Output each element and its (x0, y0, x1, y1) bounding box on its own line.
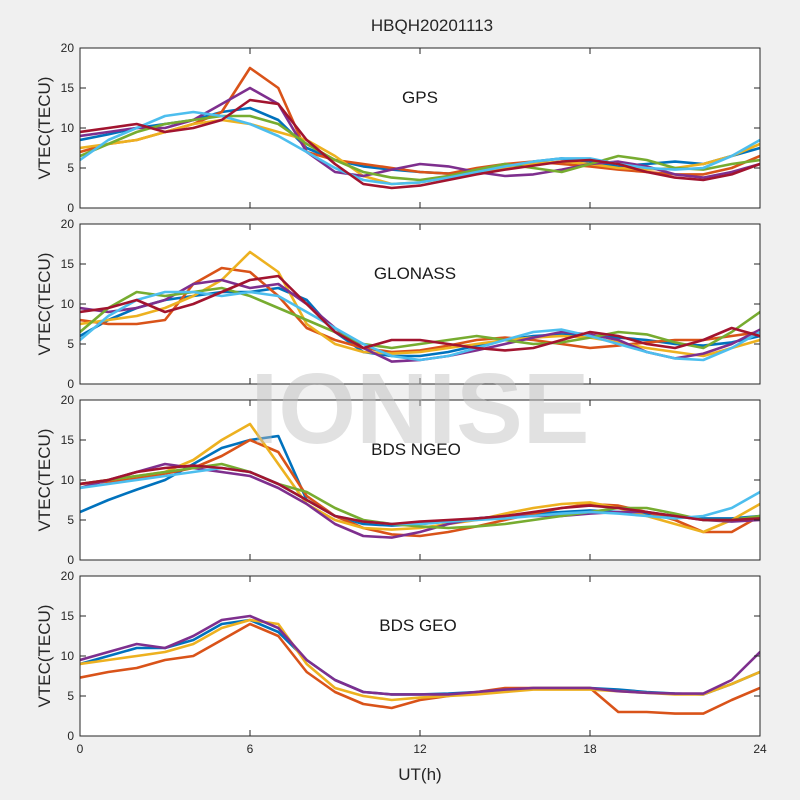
y-tick-label: 15 (61, 81, 75, 95)
panel-label: BDS GEO (379, 616, 456, 635)
series-line (80, 462, 760, 530)
data-traces (80, 614, 760, 715)
y-tick-label: 5 (67, 513, 74, 527)
panel-3: 0 5 10 15 20 VTEC(TECU) BDS NGEO (35, 393, 761, 567)
watermark: IONISE (251, 353, 590, 465)
panel-2: 0 5 10 15 20 VTEC(TECU) GLONASS (35, 217, 761, 391)
y-axis-title: VTEC(TECU) (35, 605, 54, 708)
series-line (80, 110, 760, 186)
x-tick-label: 6 (247, 742, 254, 756)
y-tick-label: 20 (61, 569, 75, 583)
y-tick-label: 5 (67, 337, 74, 351)
series-line (80, 464, 760, 526)
data-traces (80, 250, 760, 363)
x-axis-title: UT(h) (398, 765, 441, 784)
series-line (80, 466, 760, 526)
series-line (80, 114, 760, 182)
figure-title: HBQH20201113 (371, 16, 493, 35)
y-tick-label: 10 (61, 121, 75, 135)
series-line (80, 98, 760, 190)
y-tick-label: 0 (67, 553, 74, 567)
series-line (80, 250, 760, 358)
y-tick-label: 0 (67, 201, 74, 215)
panel-label: BDS NGEO (371, 440, 461, 459)
y-axis-title: VTEC(TECU) (35, 77, 54, 180)
y-tick-label: 5 (67, 161, 74, 175)
series-line (80, 290, 760, 362)
y-tick-label: 10 (61, 473, 75, 487)
panel-4: 0 5 10 15 20 0 6 12 18 24 VTEC(TECU) BDS GEO (35, 569, 767, 756)
panel-label: GLONASS (374, 264, 456, 283)
y-axis-title: VTEC(TECU) (35, 253, 54, 356)
series-line (80, 622, 760, 715)
panel-1: 0 5 10 15 20 VTEC(TECU) GPS (35, 41, 761, 215)
y-tick-label: 0 (67, 377, 74, 391)
x-tick-label: 24 (753, 742, 767, 756)
y-tick-label: 20 (61, 217, 75, 231)
x-tick-label: 18 (583, 742, 597, 756)
axes-background (80, 400, 760, 560)
y-axis-title: VTEC(TECU) (35, 429, 54, 532)
y-tick-label: 10 (61, 649, 75, 663)
y-tick-label: 15 (61, 433, 75, 447)
y-tick-label: 20 (61, 393, 75, 407)
y-tick-label: 15 (61, 257, 75, 271)
y-tick-label: 20 (61, 41, 75, 55)
data-traces (80, 422, 760, 539)
y-tick-label: 5 (67, 689, 74, 703)
series-line (80, 274, 760, 352)
y-tick-label: 10 (61, 297, 75, 311)
x-tick-label: 12 (413, 742, 427, 756)
panels: 0 5 10 15 20 VTEC(TECU) GPS 0 5 10 15 20 VTEC(TECU) G… (35, 41, 767, 756)
x-tick-label: 0 (77, 742, 84, 756)
data-traces (80, 66, 760, 190)
series-line (80, 614, 760, 696)
y-tick-label: 15 (61, 609, 75, 623)
y-tick-label: 0 (67, 729, 74, 743)
panel-label: GPS (402, 88, 438, 107)
